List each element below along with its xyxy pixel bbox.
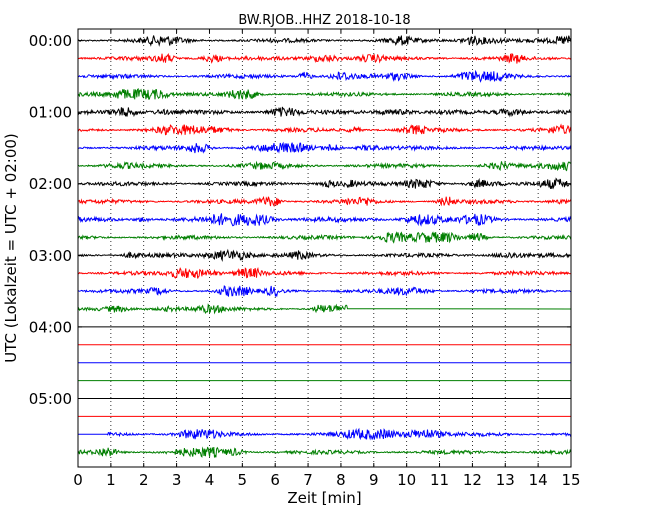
x-tick-label: 1 [106, 471, 116, 489]
y-axis-label: UTC (Lokalzeit = UTC + 02:00) [2, 133, 20, 363]
x-tick-label: 10 [397, 471, 416, 489]
x-axis-ticks: 0 1 2 3 4 5 6 7 8 9 10 11 12 13 14 15 [73, 29, 581, 489]
trace-0145 [77, 160, 572, 172]
y-tick-label: 02:00 [29, 175, 72, 193]
trace-0115 [77, 123, 572, 136]
y-tick-label: 01:00 [29, 104, 72, 122]
x-tick-label: 13 [496, 471, 515, 489]
x-tick-label: 5 [238, 471, 248, 489]
trace-0015 [77, 52, 572, 64]
chart-title: BW.RJOB..HHZ 2018-10-18 [238, 13, 410, 28]
trace-0230 [77, 213, 572, 227]
trace-0345 [77, 303, 572, 315]
x-tick-label: 15 [561, 471, 580, 489]
x-tick-label: 14 [529, 471, 548, 489]
x-axis-label: Zeit [min] [287, 489, 361, 507]
plot-frame [77, 28, 572, 468]
trace-0000 [77, 35, 572, 47]
trace-0030 [77, 69, 572, 83]
y-tick-label: 05:00 [29, 390, 72, 408]
x-tick-label: 3 [172, 471, 182, 489]
x-tick-label: 4 [205, 471, 215, 489]
y-tick-label: 00:00 [29, 32, 72, 50]
trace-0300 [77, 248, 572, 263]
trace-0130 [77, 141, 572, 154]
trace-0245 [77, 231, 572, 244]
y-axis-ticks: 00:00 01:00 02:00 03:00 04:00 05:00 [29, 32, 571, 408]
traces-group [77, 35, 572, 458]
trace-0215 [77, 195, 572, 208]
x-tick-label: 8 [336, 471, 346, 489]
trace-0330 [77, 285, 572, 298]
trace-0530 [78, 427, 572, 441]
trace-0100 [77, 106, 571, 118]
x-tick-label: 9 [369, 471, 379, 489]
y-tick-label: 03:00 [29, 247, 72, 265]
x-tick-label: 7 [303, 471, 313, 489]
x-tick-label: 0 [73, 471, 83, 489]
y-tick-label: 04:00 [29, 318, 72, 336]
x-tick-label: 12 [463, 471, 482, 489]
x-tick-label: 6 [270, 471, 280, 489]
trace-0200 [77, 177, 572, 190]
trace-0045 [77, 88, 572, 100]
trace-0315 [77, 266, 571, 279]
x-tick-label: 11 [430, 471, 449, 489]
trace-0545 [77, 446, 572, 458]
x-tick-label: 2 [139, 471, 149, 489]
